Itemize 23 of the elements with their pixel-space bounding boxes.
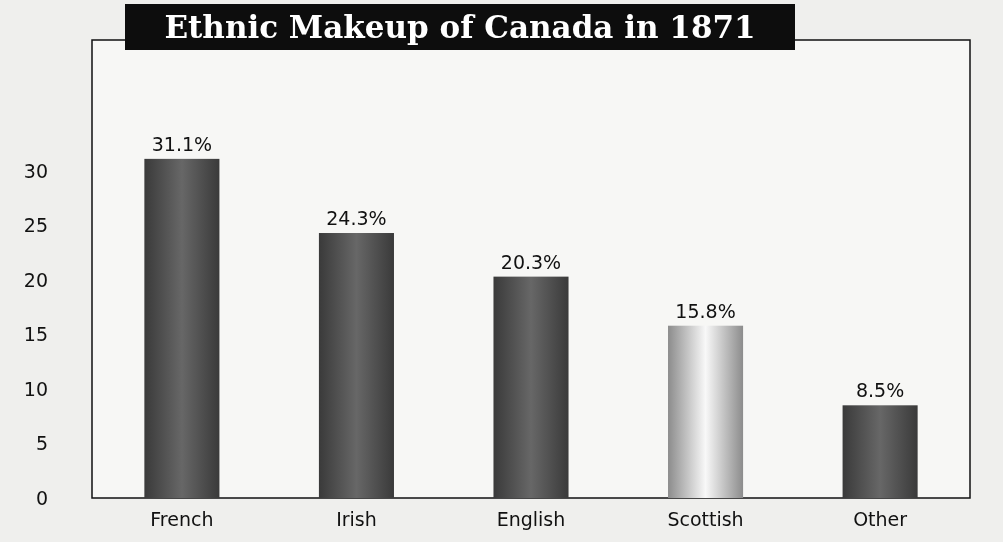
x-tick-label: Scottish bbox=[667, 508, 744, 530]
x-tick-label: Irish bbox=[336, 508, 377, 530]
data-label: 24.3% bbox=[326, 207, 387, 230]
bar bbox=[318, 233, 394, 498]
data-label: 31.1% bbox=[151, 132, 213, 155]
y-tick-label: 5 bbox=[35, 432, 48, 455]
y-tick-label: 20 bbox=[23, 268, 48, 291]
x-tick-label: Other bbox=[853, 508, 908, 530]
bar bbox=[668, 325, 744, 498]
chart-title: Ethnic Makeup of Canada in 1871 bbox=[164, 9, 756, 45]
y-tick-label: 30 bbox=[23, 159, 48, 182]
y-tick-label: 0 bbox=[35, 486, 48, 509]
data-label: 15.8% bbox=[675, 299, 736, 322]
data-label: 20.3% bbox=[500, 250, 562, 273]
y-tick-label: 10 bbox=[23, 377, 48, 400]
x-tick-label: English bbox=[496, 508, 566, 530]
bar bbox=[842, 405, 918, 498]
bar bbox=[144, 158, 220, 498]
data-label: 8.5% bbox=[855, 379, 905, 402]
y-tick-label: 25 bbox=[23, 214, 48, 237]
y-tick-label: 15 bbox=[23, 323, 48, 346]
bar bbox=[493, 276, 569, 498]
x-tick-label: French bbox=[150, 508, 214, 530]
